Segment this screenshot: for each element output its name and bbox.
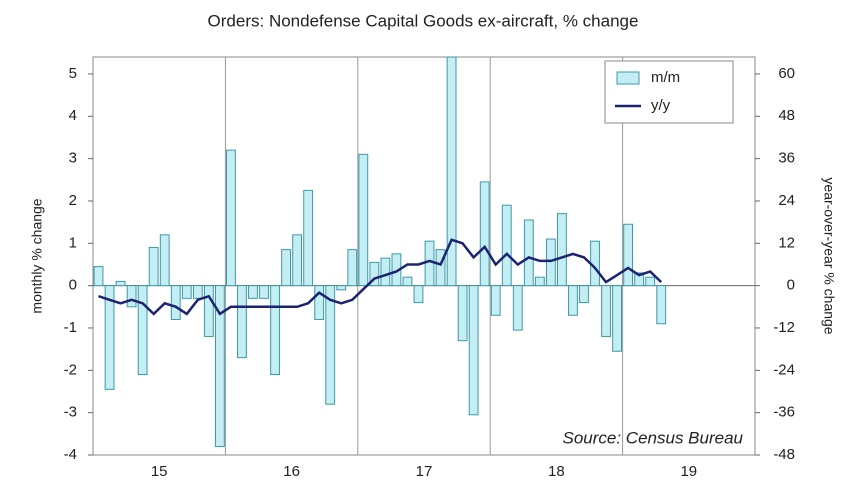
x-tick-label: 15 (151, 463, 168, 480)
bar (446, 56, 457, 287)
bar (612, 285, 622, 352)
bar (579, 285, 589, 304)
bar (501, 204, 512, 287)
legend-label: m/m (651, 69, 680, 86)
y-tick-label: -2 (64, 361, 77, 378)
annotation: Source: Census Bureau (563, 428, 744, 447)
bar (424, 240, 435, 287)
y2-tick-label: 12 (778, 234, 795, 251)
y2-tick-label: 24 (778, 192, 795, 209)
y-tick-label: -3 (64, 404, 77, 421)
y2-axis-label: year-over-year % change (821, 177, 837, 334)
y2-tick-label: -48 (773, 446, 795, 463)
bar (523, 219, 534, 287)
bar (479, 181, 490, 287)
plot-frame (92, 56, 756, 456)
bar (435, 249, 446, 287)
bar (93, 266, 104, 287)
bar (402, 276, 413, 287)
y-tick-label: 0 (69, 277, 77, 294)
bar (512, 285, 523, 331)
bar (645, 276, 656, 287)
x-tick-label: 18 (548, 463, 565, 480)
bar (413, 285, 424, 304)
bar (358, 153, 369, 287)
bar (369, 261, 380, 287)
y-axis-label: monthly % change (29, 198, 45, 313)
line (98, 238, 663, 316)
y2-tick-label: 48 (778, 107, 795, 124)
y-tick-label: 1 (69, 234, 77, 251)
bar (568, 285, 578, 316)
bar (468, 285, 479, 416)
y2-tick-label: 36 (778, 150, 795, 167)
bar (314, 285, 325, 321)
bar (557, 213, 567, 287)
y-tick-label: 5 (69, 65, 77, 82)
bar (181, 285, 192, 299)
y2-tick-label: -36 (773, 404, 795, 421)
legend-label: y/y (651, 97, 671, 114)
bar (115, 280, 126, 287)
bar (226, 149, 236, 287)
bar (192, 285, 203, 299)
bar (104, 285, 115, 390)
y-tick-label: 3 (69, 150, 77, 167)
bar (601, 285, 611, 337)
bar (347, 249, 358, 287)
y2-tick-label: 0 (787, 277, 795, 294)
bar (490, 285, 501, 316)
bar (148, 247, 159, 287)
bar (214, 285, 225, 448)
x-tick-label: 17 (416, 463, 433, 480)
bar (237, 285, 247, 359)
bar (336, 285, 347, 291)
bar (203, 285, 214, 337)
bar (457, 285, 468, 342)
y-tick-label: 4 (69, 107, 77, 124)
bar (159, 234, 170, 287)
chart-title: Orders: Nondefense Capital Goods ex-airc… (208, 11, 639, 30)
y2-tick-label: 60 (778, 65, 795, 82)
bar (292, 234, 303, 287)
legend-swatch (616, 71, 640, 85)
bar (656, 285, 667, 325)
x-tick-label: 16 (283, 463, 300, 480)
y-tick-label: -4 (64, 446, 77, 463)
bar (380, 257, 391, 287)
bar (303, 189, 314, 287)
bar (248, 285, 258, 299)
bar (634, 272, 645, 287)
bar (259, 285, 269, 299)
bar (325, 285, 336, 405)
bar (534, 276, 545, 287)
y2-tick-label: -24 (773, 361, 795, 378)
bar (126, 285, 137, 308)
legend-box (604, 60, 734, 124)
bar (137, 285, 148, 376)
bar (545, 238, 556, 287)
x-tick-label: 19 (680, 463, 697, 480)
bar (281, 249, 291, 287)
bar (170, 285, 181, 321)
bar (270, 285, 280, 376)
y-tick-label: -1 (64, 319, 77, 336)
bar (623, 223, 634, 287)
y2-tick-label: -12 (773, 319, 795, 336)
y-tick-label: 2 (69, 192, 77, 209)
